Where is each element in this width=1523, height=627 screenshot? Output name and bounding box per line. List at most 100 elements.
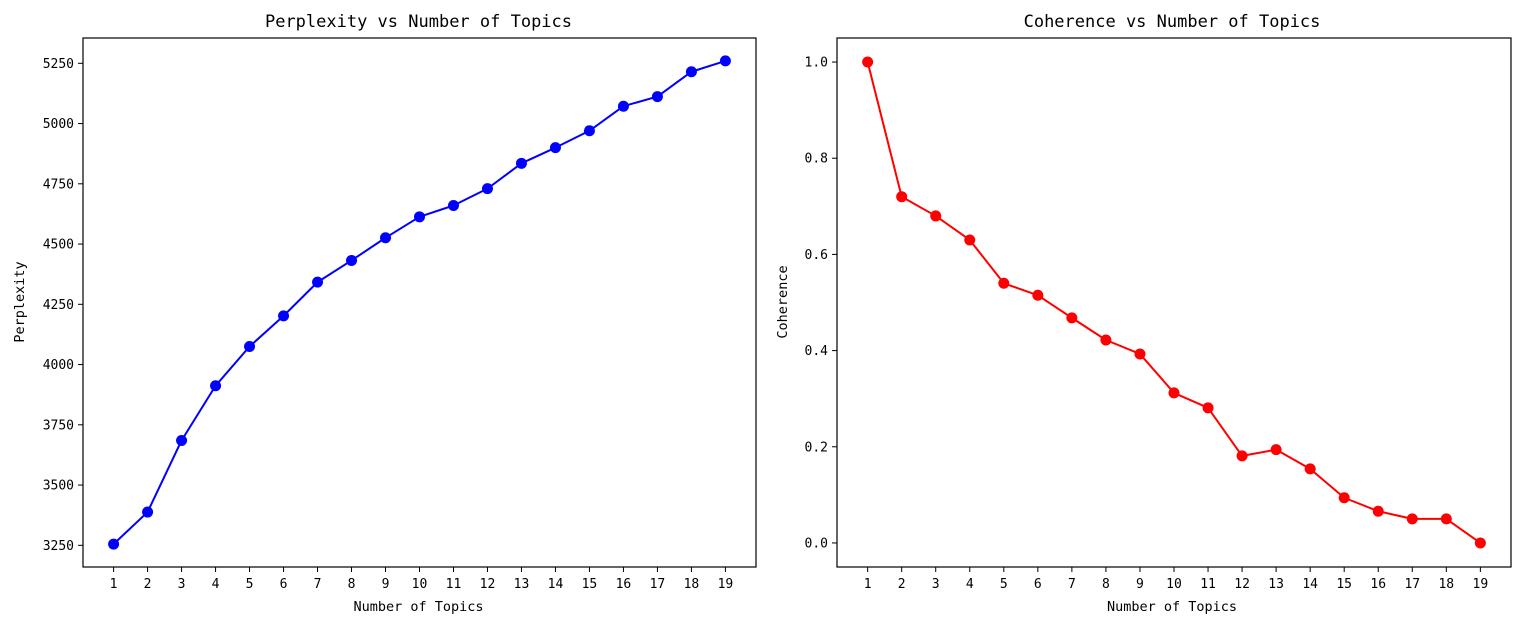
- data-point: [1474, 537, 1486, 549]
- y-tick-label: 5250: [43, 57, 74, 72]
- x-tick-label: 15: [582, 577, 598, 592]
- x-tick-label: 14: [548, 577, 564, 592]
- x-tick-label: 6: [1034, 577, 1042, 592]
- x-tick-label: 9: [1136, 577, 1144, 592]
- x-tick-label: 1: [864, 577, 872, 592]
- data-point: [998, 277, 1010, 289]
- chart-title: Perplexity vs Number of Topics: [265, 12, 572, 32]
- x-tick-label: 2: [144, 577, 152, 592]
- data-point: [719, 55, 731, 67]
- x-tick-label: 10: [412, 577, 428, 592]
- x-tick-label: 8: [1102, 577, 1110, 592]
- y-axis-label: Perplexity: [12, 261, 28, 342]
- x-tick-label: 3: [932, 577, 940, 592]
- data-point: [312, 276, 324, 288]
- x-axis-label: Number of Topics: [1107, 599, 1237, 615]
- data-point: [515, 157, 527, 169]
- y-tick-label: 4750: [43, 177, 74, 192]
- perplexity-chart: Perplexity vs Number of Topics Number of…: [12, 12, 757, 615]
- data-point: [380, 232, 392, 244]
- data-point: [896, 191, 908, 203]
- plot-area: 1 2 3 4 5 6 7 8 9 10 11 12 13 14 15 16 17 18 1932503500375…: [43, 37, 757, 592]
- x-tick-label: 16: [1370, 577, 1386, 592]
- x-tick-label: 5: [1000, 577, 1008, 592]
- y-tick-label: 0.4: [805, 344, 829, 359]
- x-tick-label: 18: [684, 577, 700, 592]
- data-point: [1032, 289, 1044, 301]
- x-tick-label: 4: [966, 577, 974, 592]
- chart-title: Coherence vs Number of Topics: [1024, 12, 1321, 32]
- y-tick-label: 0.2: [805, 440, 828, 455]
- x-tick-label: 17: [650, 577, 666, 592]
- x-tick-label: 7: [314, 577, 322, 592]
- y-tick-label: 3250: [43, 539, 74, 554]
- y-tick-label: 0.6: [805, 248, 828, 263]
- data-point: [1270, 444, 1282, 456]
- data-point: [617, 100, 629, 112]
- y-tick-label: 1.0: [805, 56, 828, 71]
- x-tick-label: 5: [246, 577, 254, 592]
- x-tick-label: 13: [1268, 577, 1284, 592]
- y-tick-label: 3750: [43, 418, 74, 433]
- data-point: [1134, 348, 1146, 360]
- y-axis-label: Coherence: [775, 265, 791, 338]
- x-tick-label: 19: [718, 577, 734, 592]
- x-tick-label: 9: [382, 577, 390, 592]
- data-point: [1168, 387, 1180, 399]
- x-tick-label: 17: [1404, 577, 1420, 592]
- x-tick-label: 3: [178, 577, 186, 592]
- data-point: [1440, 513, 1452, 525]
- y-tick-label: 3500: [43, 479, 74, 494]
- x-tick-label: 1: [110, 577, 118, 592]
- data-point: [685, 66, 697, 78]
- data-point: [142, 506, 154, 518]
- data-point: [108, 538, 120, 550]
- y-tick-label: 0.8: [805, 152, 828, 167]
- data-point: [1100, 334, 1112, 346]
- y-tick-label: 4500: [43, 238, 74, 253]
- x-tick-label: 18: [1438, 577, 1454, 592]
- data-point: [1304, 463, 1316, 475]
- data-point: [481, 183, 493, 195]
- data-point: [244, 340, 256, 352]
- y-tick-label: 4250: [43, 298, 74, 313]
- data-point: [1372, 505, 1384, 517]
- x-tick-label: 14: [1302, 577, 1318, 592]
- data-point: [964, 234, 976, 246]
- data-point: [1202, 402, 1214, 414]
- data-point: [210, 380, 222, 392]
- data-point: [346, 254, 358, 266]
- x-tick-label: 15: [1336, 577, 1352, 592]
- data-point: [1406, 513, 1418, 525]
- x-tick-label: 12: [1234, 577, 1250, 592]
- data-point: [583, 125, 595, 137]
- x-tick-label: 4: [212, 577, 220, 592]
- x-tick-label: 19: [1473, 577, 1489, 592]
- y-tick-label: 4000: [43, 358, 74, 373]
- data-point: [414, 211, 425, 223]
- x-axis-label: Number of Topics: [353, 599, 483, 615]
- y-tick-label: 5000: [43, 117, 74, 132]
- x-tick-label: 11: [1200, 577, 1216, 592]
- y-tick-label: 0.0: [805, 536, 828, 551]
- x-tick-label: 13: [514, 577, 530, 592]
- x-tick-label: 7: [1068, 577, 1076, 592]
- data-point: [447, 199, 459, 211]
- data-point: [549, 142, 561, 154]
- data-point: [278, 310, 290, 322]
- x-tick-label: 16: [616, 577, 632, 592]
- x-tick-label: 2: [898, 577, 906, 592]
- x-tick-label: 11: [446, 577, 462, 592]
- x-tick-label: 8: [348, 577, 356, 592]
- data-point: [176, 434, 188, 446]
- data-point: [1066, 312, 1078, 324]
- x-tick-label: 6: [280, 577, 288, 592]
- x-tick-label: 12: [480, 577, 496, 592]
- coherence-chart: Coherence vs Number of Topics Number of …: [775, 12, 1512, 615]
- data-point: [930, 210, 942, 222]
- data-point: [1338, 492, 1350, 504]
- data-point: [862, 56, 874, 68]
